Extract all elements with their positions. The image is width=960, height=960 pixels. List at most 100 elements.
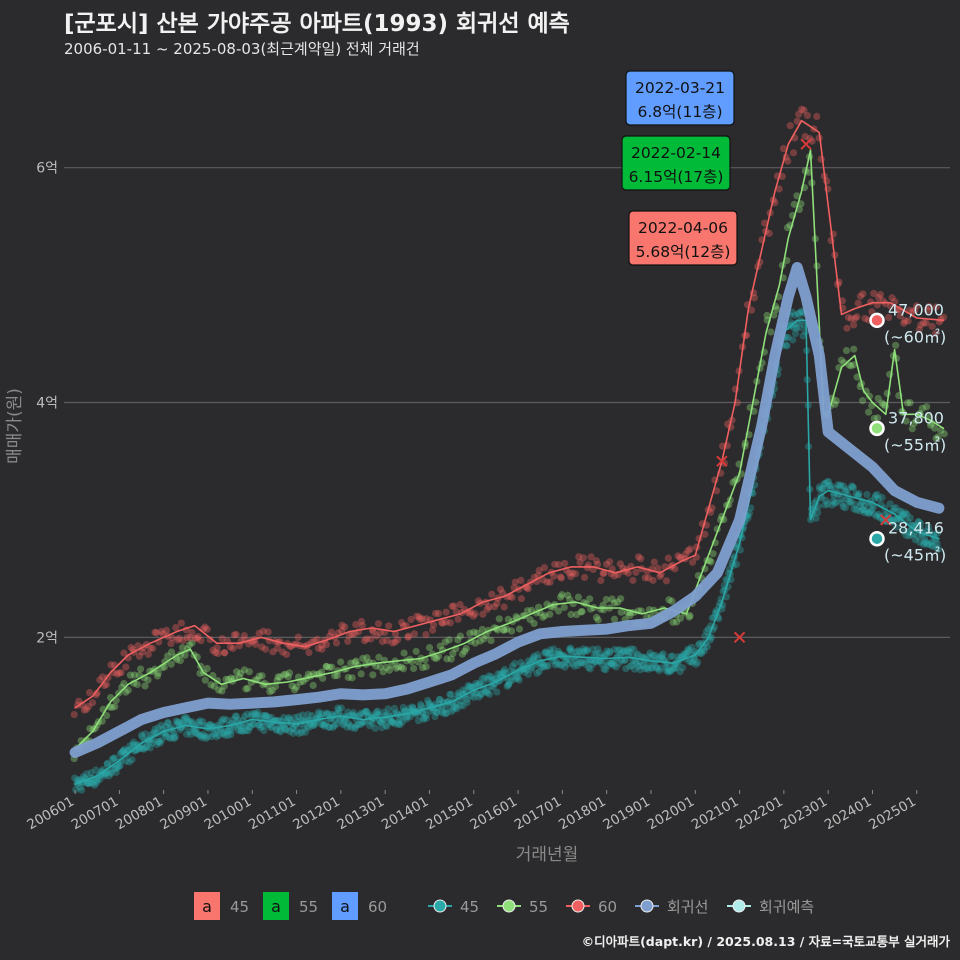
data-point [500, 626, 508, 634]
data-point [78, 786, 86, 794]
data-point [844, 485, 852, 493]
data-point [568, 569, 577, 577]
data-point [280, 713, 288, 722]
data-point [281, 723, 289, 732]
data-point [442, 608, 450, 616]
data-point [609, 657, 617, 665]
data-point [861, 314, 869, 323]
data-point [142, 743, 150, 751]
data-point [604, 661, 612, 670]
data-point [878, 493, 886, 502]
data-point [224, 731, 232, 739]
data-point [481, 674, 489, 682]
data-point [923, 540, 931, 549]
data-point [173, 655, 181, 664]
data-point [215, 686, 223, 694]
data-point [844, 313, 852, 321]
data-point [940, 430, 948, 438]
data-point [666, 667, 674, 675]
data-point [571, 570, 580, 578]
data-point [357, 670, 365, 678]
data-point [193, 729, 201, 737]
data-point [378, 724, 386, 732]
data-point [501, 669, 509, 677]
data-point [686, 612, 694, 620]
data-point [112, 768, 120, 776]
data-point [565, 569, 573, 577]
data-point [690, 655, 698, 663]
data-point [837, 482, 845, 490]
data-point [890, 515, 899, 524]
data-point [443, 709, 451, 717]
data-point [167, 660, 175, 668]
data-point [513, 673, 521, 681]
data-point [852, 506, 861, 514]
data-point [676, 614, 685, 622]
data-point [77, 737, 85, 745]
data-point [670, 665, 679, 673]
data-point [667, 667, 675, 675]
data-point [301, 728, 310, 736]
data-point [244, 684, 252, 692]
data-point [177, 619, 185, 627]
data-point [196, 669, 204, 677]
data-point [107, 661, 115, 669]
data-point [175, 718, 183, 727]
data-point [565, 645, 574, 653]
data-point [632, 568, 640, 576]
data-point [641, 574, 649, 582]
legend-label: 60 [598, 898, 617, 916]
data-point [443, 655, 451, 663]
data-point [199, 718, 207, 726]
data-point [659, 650, 667, 658]
data-point [434, 609, 443, 618]
data-point [126, 742, 134, 750]
data-point [219, 730, 228, 738]
data-point [496, 670, 504, 678]
data-point [204, 733, 212, 741]
data-point [593, 560, 602, 569]
callout-price: 6.15억(17층) [629, 168, 724, 186]
data-point [453, 705, 461, 713]
data-point [464, 682, 472, 690]
data-point [260, 726, 268, 735]
data-point [335, 716, 344, 724]
data-point [579, 645, 587, 653]
data-point [552, 657, 560, 665]
data-point [569, 600, 577, 608]
data-point [347, 723, 355, 732]
data-point [872, 512, 881, 520]
data-point [820, 480, 828, 488]
data-point [911, 536, 919, 544]
data-point [665, 596, 673, 604]
data-point [127, 643, 135, 652]
data-point [924, 523, 933, 531]
data-point [157, 627, 165, 636]
data-point [337, 658, 345, 666]
data-point [376, 718, 384, 726]
data-point [822, 496, 830, 504]
data-point [533, 651, 542, 659]
data-point [286, 727, 294, 736]
data-point [436, 695, 444, 704]
data-point [344, 719, 353, 728]
x-tick-label: 201401 [379, 794, 432, 834]
data-point [220, 649, 229, 657]
data-point [120, 680, 128, 688]
data-point [362, 708, 370, 716]
data-point [612, 663, 620, 671]
data-point [551, 661, 559, 669]
data-point [374, 620, 383, 628]
data-point [849, 321, 858, 329]
legend-label: 회귀예측 [759, 898, 814, 916]
data-point [334, 709, 342, 717]
data-point [874, 494, 882, 503]
data-point [483, 687, 491, 695]
data-point [870, 414, 878, 423]
data-point [620, 646, 628, 655]
data-point [221, 727, 230, 736]
data-point [245, 668, 253, 676]
data-point [874, 394, 882, 403]
data-point [317, 720, 325, 728]
x-tick-label: 200601 [24, 794, 77, 834]
